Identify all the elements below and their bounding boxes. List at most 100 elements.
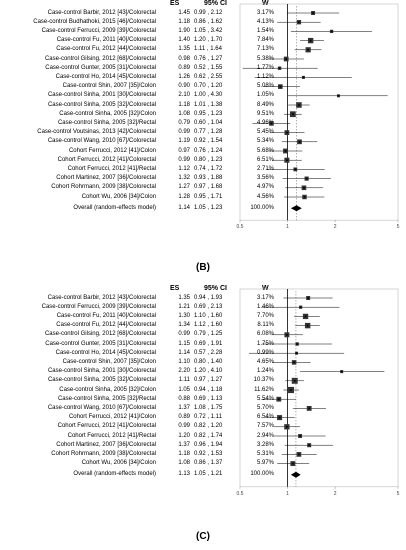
table-row: Case-control Shin, 2007 [35]/Colon 1.10 0.… [0,358,406,367]
point-dot [340,370,343,373]
study-label: Cohort Wu, 2006 [34]/Colon [81,193,156,200]
plot-frame [239,288,399,488]
table-row: Case-control Sinha, 2001 [30]/Colorectal… [0,91,406,100]
point-dot [307,49,309,51]
forest-plot-svg: 0.5 1 2 5 [237,3,400,230]
panel-label-b: (B) [196,262,210,273]
x-tick-label: 2 [334,491,337,497]
table-row: Case-control Ho, 2014 [45]/Colorectal 1.2… [0,73,406,82]
study-label: Cohort Rohrmann, 2009 [38]/Colorectal [51,450,156,457]
study-label: Case-control Barbir, 2012 [43]/Colorecta… [47,9,156,16]
study-label: Cohort Rohrmann, 2009 [38]/Colorectal [51,184,156,191]
point-dot [278,67,281,69]
effect-size: 0.79 [178,119,190,126]
study-label: Case-control Shin, 2007 [35]/Colon [62,83,156,90]
confidence-interval: 0.69 , 1.91 [194,340,223,347]
point-dot [330,30,333,33]
effect-size: 1.15 [178,340,190,347]
effect-size: 2.20 [178,368,190,375]
table-row: Case-control Gilsing, 2012 [68]/Colorect… [0,55,406,64]
weight: 5.70% [256,404,274,411]
confidence-interval: 1.05 , 3.42 [194,27,223,34]
effect-size: 1.08 [178,110,190,117]
study-label: Case-control Ho, 2014 [45]/Colorectal [55,73,156,80]
study-label: Cohort Wu, 2006 [34]/Colon [81,460,156,467]
point-dot [278,416,281,419]
study-label: Case-control Sinha, 2005 [32]/Rectal [57,119,156,126]
study-label: Case-control Fu, 2012 [44]/Colorectal [56,46,156,53]
study-label: Case-control Shin, 2007 [35]/Colon [62,358,156,365]
table-row: Case-control Gilsing, 2012 [68]/Colorect… [0,330,406,339]
header-w: W [262,0,269,7]
effect-size: 1.14 [178,349,190,356]
table-row: Case-control Wang, 2010 [67]/Colorectal 1… [0,137,406,146]
overall-diamond [290,471,301,478]
table-row: Case-control Sinha, 2005 [32]/Colorectal… [0,376,406,385]
table-row: Cohort Ferrucci, 2012 [41]/Rectal 1.12 0.7… [0,165,406,174]
point-dot [306,324,309,327]
x-tick-label: 2 [334,224,337,230]
weight: 1.05% [256,92,274,99]
point-dot [308,407,310,410]
table-row: Case-control Shin, 2007 [35]/Colon 0.90 0.… [0,82,406,91]
effect-size: 0.89 [178,414,190,421]
effect-size: 1.30 [178,312,190,319]
weight: 10.37% [253,377,274,384]
point-dot [305,177,308,180]
table-row: Case-control Gunter, 2005 [31]/Colorecta… [0,64,406,73]
weight: 5.08% [256,83,274,90]
confidence-interval: 0.69 , 1.13 [194,395,223,402]
confidence-interval: 1.10 , 1.60 [194,312,223,319]
weight: 8.49% [256,101,274,108]
study-label: Case-control Voutsinas, 2013 [42]/Colore… [37,129,156,136]
study-label: Case-control Gilsing, 2012 [68]/Colorect… [44,55,156,62]
confidence-interval: 0.99 , 2.12 [194,9,223,16]
table-row: Cohort Ferrucci, 2012 [41]/Colon 0.97 0.76… [0,147,406,156]
x-tick-label: 0.5 [237,491,244,497]
table-row: Case-control Sinha, 2005 [32]/Colon 1.05 0… [0,386,406,395]
confidence-interval: 0.82 , 1.20 [194,423,223,430]
study-label: Case-control Sinha, 2005 [32]/Rectal [57,395,156,402]
panel-label-c: (C) [196,531,210,542]
table-row: Case-control Barbir, 2012 [43]/Colorecta… [0,9,406,18]
weight: 3.17% [256,294,274,301]
confidence-interval: 1.11 , 1.64 [194,46,222,53]
confidence-interval: 0.94 , 1.93 [194,294,223,301]
study-label: Cohort Ferrucci, 2012 [41]/Colon [68,147,156,154]
weight: 1.77% [256,64,274,71]
point-dot [309,39,312,42]
study-label: Case-control Sinha, 2005 [32]/Colon [59,110,156,117]
overall-confidence-interval: 1.05 , 1.23 [194,204,223,211]
confidence-interval: 0.82 , 1.74 [194,432,223,439]
study-label: Case-control Gunter, 2005 [31]/Colorecta… [45,64,156,71]
confidence-interval: 1.20 , 4.10 [194,368,223,375]
weight: 4.65% [256,358,274,365]
confidence-interval: 1.20 , 1.70 [194,37,223,44]
weight: 6.08% [256,331,274,338]
point-dot [295,352,298,354]
confidence-interval: 0.76 , 1.24 [194,147,223,154]
point-dot [293,361,295,364]
weight: 1.75% [256,340,274,347]
table-row: Case-control Sinha, 2001 [30]/Colorectal… [0,367,406,376]
study-label: Case-control Wang, 2010 [67]/Colorectal [47,138,156,145]
effect-size: 1.45 [178,9,190,16]
weight: 5.45% [256,129,274,136]
x-tick-label: 1 [286,224,289,230]
point-dot [293,380,296,382]
table-row: Case-control Fu, 2012 [44]/Colorectal 1.3… [0,45,406,54]
effect-size: 0.99 [178,423,190,430]
effect-size: 2.10 [178,92,190,99]
effect-size: 0.89 [178,64,190,71]
effect-size: 1.10 [178,358,190,365]
study-label: Case-control Wang, 2010 [67]/Colorectal [47,404,156,411]
confidence-interval: 0.97 , 1.68 [194,184,223,191]
table-row: Cohort Rohrmann, 2009 [38]/Colorectal 1.1… [0,450,406,459]
effect-size: 0.90 [178,83,190,90]
effect-size: 1.05 [178,386,190,393]
overall-label: Overall (random-effects model) [73,204,156,211]
study-label: Case-control Ferrucci, 2009 [39]/Colorec… [41,27,156,34]
confidence-interval: 0.76 , 1.27 [194,55,223,62]
study-label: Cohort Ferrucci, 2012 [41]/Colon [68,414,156,421]
effect-size: 1.27 [178,184,190,191]
